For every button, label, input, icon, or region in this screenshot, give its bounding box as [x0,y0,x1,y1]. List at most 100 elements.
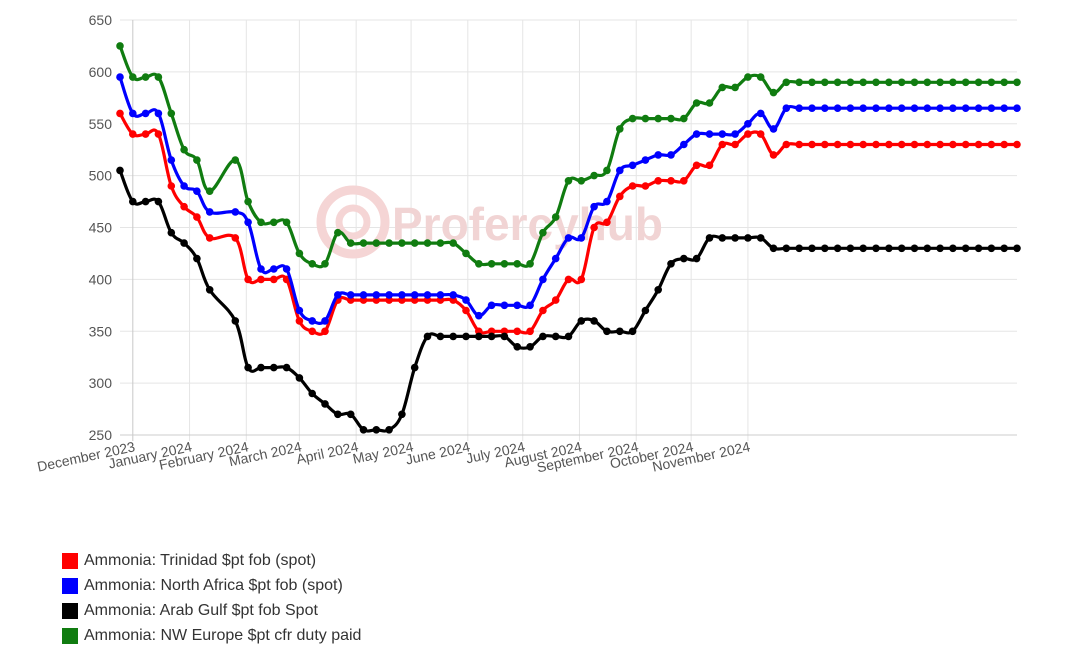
data-point[interactable] [910,78,919,87]
data-point[interactable] [180,202,188,211]
data-point[interactable] [423,332,432,341]
data-point[interactable] [308,260,317,268]
data-point[interactable] [628,114,637,123]
data-point[interactable] [667,177,675,185]
data-point[interactable] [616,327,624,336]
data-point[interactable] [885,140,893,149]
data-point[interactable] [487,301,496,310]
data-point[interactable] [692,130,701,138]
data-point[interactable] [167,228,176,237]
data-point[interactable] [936,244,944,253]
data-point[interactable] [141,130,150,138]
data-point[interactable] [346,296,355,304]
data-point[interactable] [654,286,662,294]
data-point[interactable] [833,78,842,87]
data-point[interactable] [692,99,701,107]
data-point[interactable] [756,234,765,242]
data-point[interactable] [782,244,791,253]
data-point[interactable] [910,140,919,149]
data-point[interactable] [974,78,983,87]
data-point[interactable] [936,104,944,112]
data-point[interactable] [846,140,855,149]
data-point[interactable] [910,244,919,253]
data-point[interactable] [372,239,381,247]
data-point[interactable] [923,78,932,87]
data-point[interactable] [205,234,214,242]
data-point[interactable] [385,291,393,299]
data-point[interactable] [667,151,675,159]
data-point[interactable] [577,275,586,284]
data-point[interactable] [628,161,637,170]
data-point[interactable] [808,104,816,112]
data-point[interactable] [167,156,176,164]
data-point[interactable] [295,374,304,382]
data-point[interactable] [308,327,317,336]
data-point[interactable] [346,410,355,419]
data-point[interactable] [821,78,829,87]
data-point[interactable] [808,140,816,149]
data-point[interactable] [526,327,534,336]
data-point[interactable] [603,218,611,227]
data-point[interactable] [321,400,329,408]
data-point[interactable] [231,156,240,164]
data-point[interactable] [1000,104,1008,112]
data-point[interactable] [436,332,445,341]
data-point[interactable] [154,109,163,118]
data-point[interactable] [231,317,240,325]
data-point[interactable] [769,125,778,133]
data-point[interactable] [987,140,996,149]
data-point[interactable] [462,332,470,341]
data-point[interactable] [987,104,996,112]
data-point[interactable] [833,244,842,253]
data-point[interactable] [744,234,752,242]
data-point[interactable] [449,332,458,341]
data-point[interactable] [154,130,163,138]
data-point[interactable] [205,208,214,216]
data-point[interactable] [231,234,240,242]
data-point[interactable] [129,73,137,81]
data-point[interactable] [385,296,393,304]
data-point[interactable] [116,166,124,175]
data-point[interactable] [974,104,983,112]
data-point[interactable] [270,275,278,284]
data-point[interactable] [833,140,842,149]
data-point[interactable] [257,218,265,227]
data-point[interactable] [257,265,265,273]
data-point[interactable] [436,291,445,299]
data-point[interactable] [654,114,662,123]
data-point[interactable] [116,73,124,81]
data-point[interactable] [539,332,547,341]
data-point[interactable] [116,42,124,50]
data-point[interactable] [526,260,534,268]
data-point[interactable] [193,213,201,221]
data-point[interactable] [449,291,458,299]
data-point[interactable] [1013,244,1021,253]
data-point[interactable] [462,306,470,315]
data-point[interactable] [628,182,637,190]
data-point[interactable] [667,260,675,268]
data-point[interactable] [205,286,214,294]
data-point[interactable] [949,244,957,253]
data-point[interactable] [577,177,586,185]
data-point[interactable] [244,218,252,227]
data-point[interactable] [603,197,611,206]
data-point[interactable] [295,306,304,315]
data-point[interactable] [616,125,624,133]
data-point[interactable] [462,249,470,258]
data-point[interactable] [372,426,381,434]
data-point[interactable] [974,140,983,149]
data-point[interactable] [141,109,150,118]
data-point[interactable] [897,140,906,149]
data-point[interactable] [1000,78,1008,87]
data-point[interactable] [154,197,163,206]
data-point[interactable] [616,192,624,201]
data-point[interactable] [885,78,893,87]
data-point[interactable] [846,244,855,253]
data-point[interactable] [270,218,278,227]
data-point[interactable] [180,182,188,190]
data-point[interactable] [654,151,662,159]
data-point[interactable] [244,275,252,284]
data-point[interactable] [180,145,188,154]
data-point[interactable] [141,197,150,206]
data-point[interactable] [513,301,521,310]
